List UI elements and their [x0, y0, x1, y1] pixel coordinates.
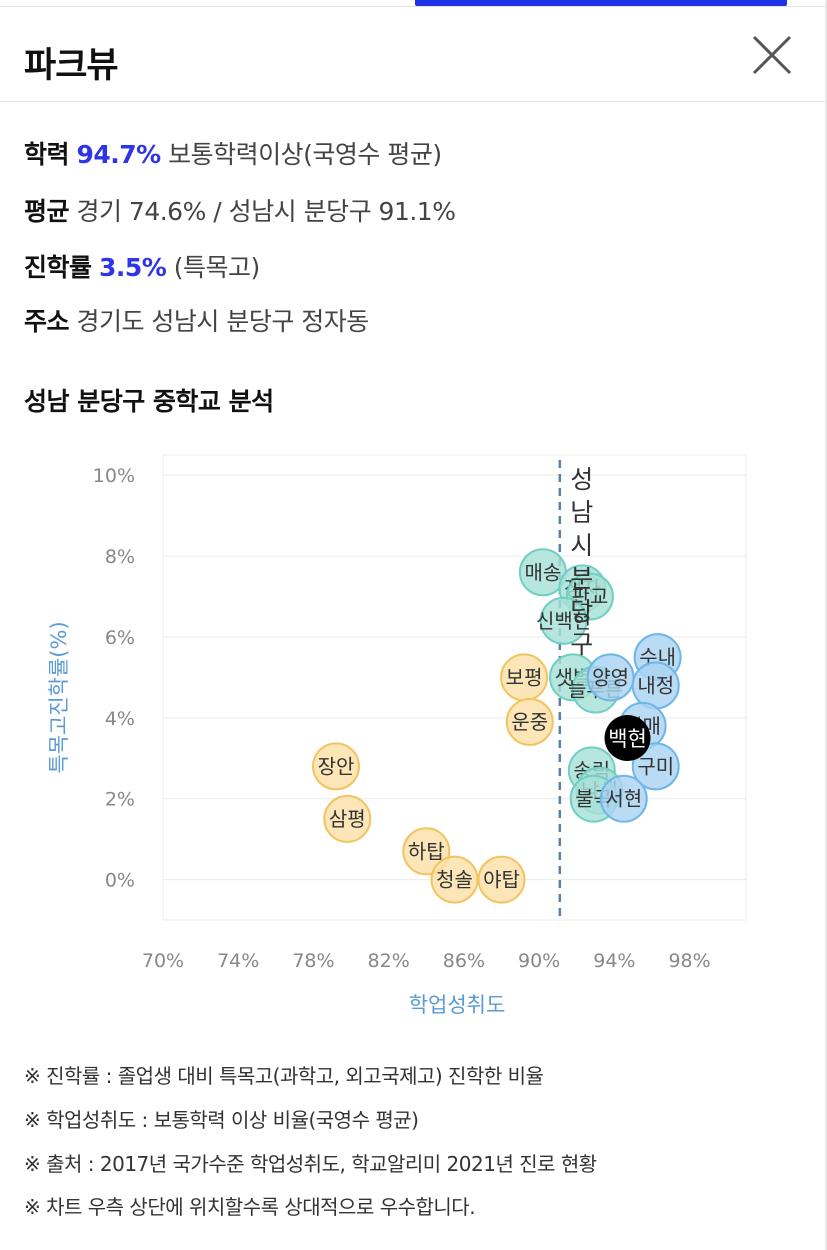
close-button[interactable]	[748, 31, 796, 79]
average-value: 경기 74.6% / 성남시 분당구 91.1%	[76, 197, 456, 226]
point-label: 장안	[318, 754, 355, 778]
note-interpretation: ※ 차트 우측 상단에 위치할수록 상대적으로 우수합니다.	[24, 1195, 476, 1219]
active-tab-indicator	[415, 0, 787, 6]
y-tick-label: 0%	[105, 870, 135, 892]
scatter-chart: 10% 8% 6% 4% 2% 0% 70% 74% 78% 82% 86% 90% 94% 98% 학업성…	[47, 454, 747, 1017]
point-label: 보평	[506, 665, 543, 689]
point-marker	[599, 774, 648, 823]
close-icon	[752, 35, 792, 75]
panel-header: 파크뷰	[0, 7, 825, 102]
advancement-label: 진학률	[24, 253, 92, 282]
x-tick-label: 98%	[668, 950, 710, 972]
point-label: 하탑	[408, 839, 445, 863]
x-axis-title: 학업성취도	[409, 993, 506, 1017]
point-label: 매송	[524, 560, 561, 584]
address-row: 주소 경기도 성남시 분당구 정자동	[24, 302, 369, 338]
x-tick-label: 70%	[142, 950, 184, 972]
point-label: 구미	[637, 754, 674, 778]
x-tick-label: 94%	[593, 950, 635, 972]
advancement-desc: (특목고)	[173, 253, 261, 282]
x-tick-label: 86%	[443, 950, 485, 972]
top-divider	[0, 0, 827, 7]
address-value: 경기도 성남시 분당구 정자동	[76, 307, 369, 336]
point-marker	[477, 855, 526, 904]
point-label: 야탑	[483, 868, 520, 892]
point-label: 백현	[608, 727, 647, 751]
point-label: 청솔	[436, 868, 473, 892]
note-achievement: ※ 학업성취도 : 보통학력 이상 비율(국영수 평균)	[24, 1108, 419, 1132]
point-marker	[312, 742, 361, 791]
point-label: 양영	[592, 665, 629, 689]
note-source: ※ 출처 : 2017년 국가수준 학업성취도, 학교알리미 2021년 진로 …	[24, 1152, 597, 1176]
y-tick-label: 2%	[105, 789, 135, 811]
point-marker	[631, 742, 680, 791]
average-label: 평균	[24, 197, 70, 226]
y-axis-title: 특목고진학률(%)	[47, 621, 71, 773]
point-marker	[539, 596, 588, 645]
x-tick-label: 90%	[518, 950, 560, 972]
note-advancement: ※ 진학률 : 졸업생 대비 특목고(과학고, 외고국제고) 진학한 비율	[24, 1064, 544, 1088]
point-label: 운중	[511, 710, 548, 734]
advancement-value: 3.5%	[98, 253, 167, 282]
point-label: 신백현	[536, 609, 591, 633]
achievement-label: 학력	[24, 140, 70, 169]
advancement-row: 진학률 3.5% (특목고)	[24, 248, 260, 284]
address-label: 주소	[24, 307, 70, 336]
point-label: 서현	[605, 787, 642, 811]
panel-edge	[825, 0, 827, 1250]
y-tick-label: 10%	[93, 465, 135, 487]
point-label: 내정	[637, 673, 674, 697]
achievement-row: 학력 94.7% 보통학력이상(국영수 평균)	[24, 135, 442, 171]
x-tick-label: 74%	[217, 950, 259, 972]
y-tick-label: 8%	[105, 546, 135, 568]
x-tick-label: 78%	[292, 950, 334, 972]
point-marker	[323, 794, 372, 843]
achievement-desc: 보통학력이상(국영수 평균)	[168, 140, 442, 169]
achievement-value: 94.7%	[76, 140, 161, 169]
point-marker	[505, 697, 554, 746]
average-row: 평균 경기 74.6% / 성남시 분당구 91.1%	[24, 192, 456, 228]
y-tick-label: 6%	[105, 627, 135, 649]
point-label: 삼평	[329, 807, 366, 831]
plot-area	[162, 454, 747, 921]
point-marker-highlight	[604, 715, 651, 762]
section-title: 성남 분당구 중학교 분석	[24, 387, 274, 416]
point-marker	[430, 855, 479, 904]
page-title: 파크뷰	[24, 46, 119, 86]
x-tick-label: 82%	[368, 950, 410, 972]
y-tick-label: 4%	[105, 708, 135, 730]
